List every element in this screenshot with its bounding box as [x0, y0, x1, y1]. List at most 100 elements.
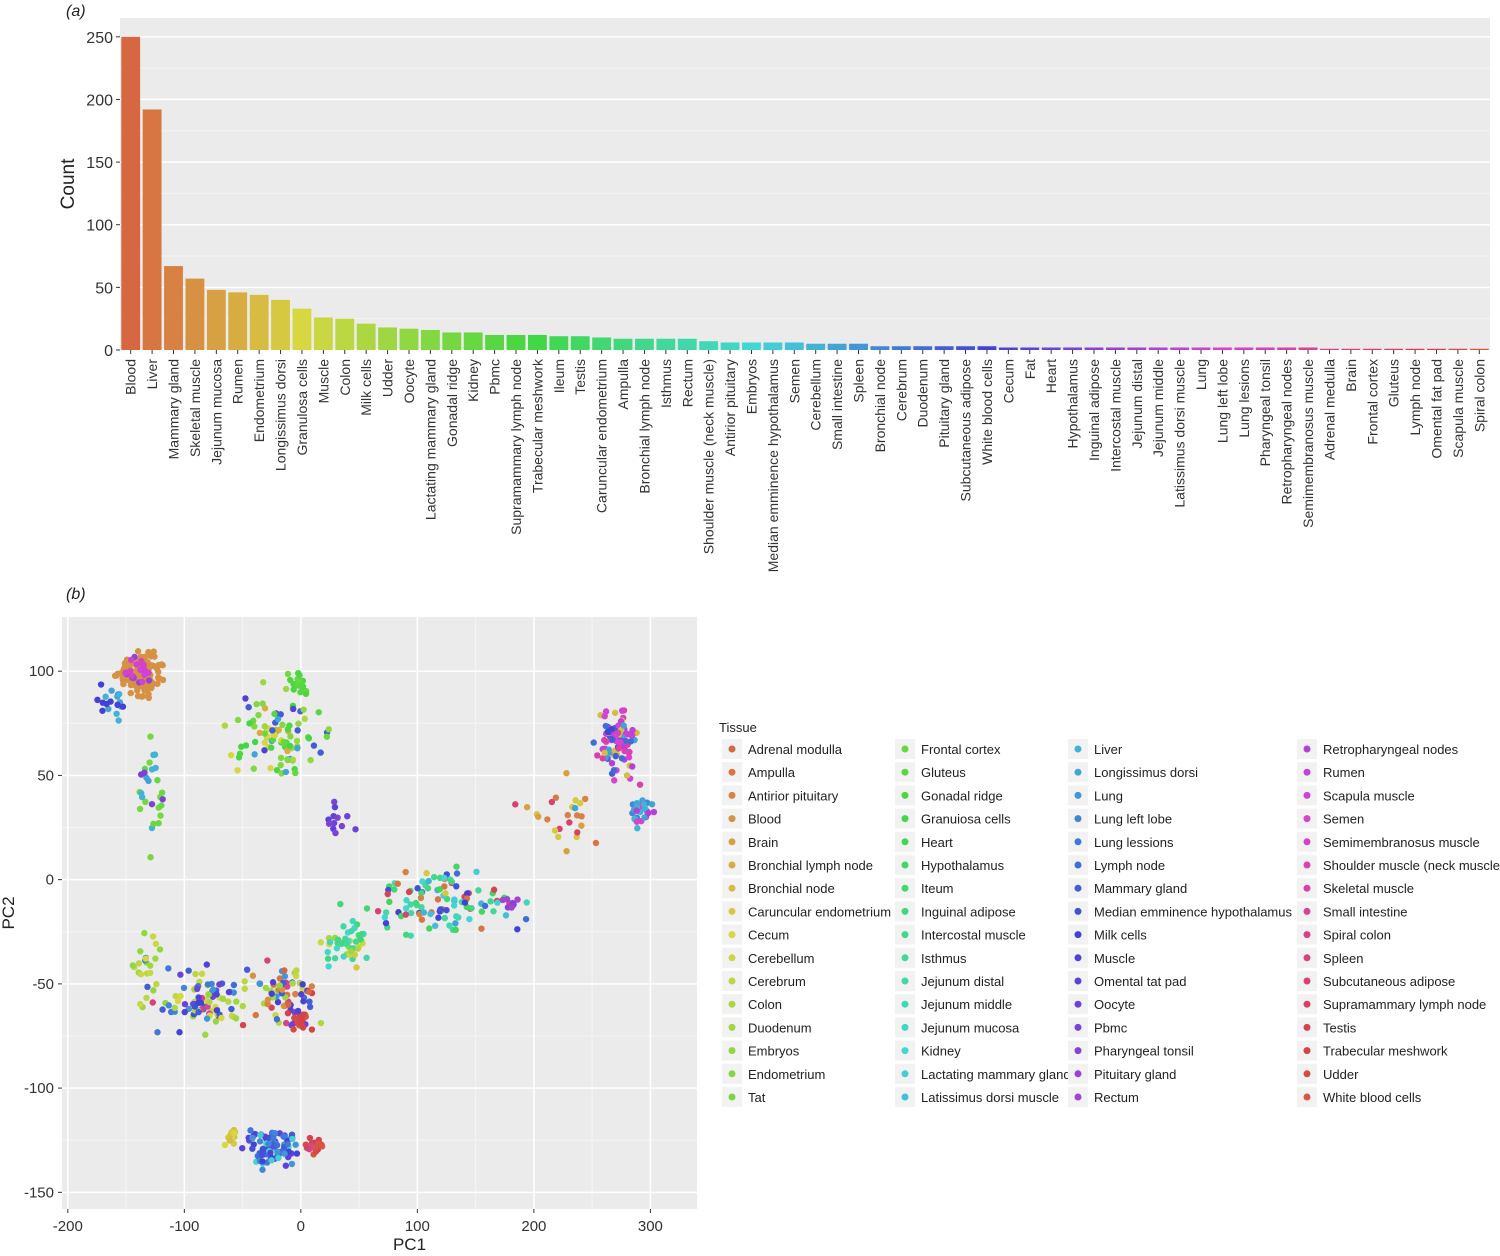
y-tick-label: 150 [86, 155, 113, 172]
scatter-point [284, 1141, 291, 1148]
x-tick-label: Shoulder muscle (neck muscle) [701, 359, 717, 554]
scatter-point [277, 711, 284, 718]
bar [313, 317, 333, 350]
bar [1020, 347, 1040, 350]
legend-label: Cecum [748, 928, 789, 943]
scatter-point [333, 945, 341, 952]
scatter-point [290, 1026, 297, 1033]
legend-label: Granuiosa cells [921, 812, 1011, 827]
scatter-point [219, 995, 227, 1003]
scatter-point [297, 682, 305, 689]
scatter-point [257, 1131, 264, 1139]
scatter-point [192, 970, 199, 978]
bar [356, 323, 376, 350]
scatter-point [578, 822, 585, 829]
scatter-point [453, 870, 461, 877]
bar [442, 332, 462, 350]
legend-item: Liver [1068, 739, 1123, 759]
scatter-point [274, 1148, 281, 1156]
scatter-point [284, 1010, 292, 1017]
scatter-point [502, 912, 510, 919]
legend-title: Tissue [719, 720, 757, 735]
scatter-point [382, 909, 390, 916]
scatter-point [298, 991, 305, 998]
scatter-point [563, 770, 570, 777]
scatter-point [259, 1158, 266, 1165]
x-tick-label: Latissimus dorsi muscle [1172, 359, 1188, 508]
bar [1041, 347, 1061, 350]
legend-marker [1074, 977, 1082, 985]
legend-label: Cerebrum [748, 974, 806, 989]
scatter-point [255, 711, 262, 719]
scatter-point [256, 980, 263, 987]
scatter-point [156, 675, 163, 682]
scatter-point [133, 661, 140, 668]
scatter-point [300, 1011, 307, 1018]
scatter-point [417, 894, 425, 902]
scatter-point [239, 1002, 246, 1010]
legend-item: Semimembranosus muscle [1297, 831, 1480, 852]
legend-marker [901, 907, 909, 915]
scatter-point [259, 1166, 266, 1173]
legend-label: Gluteus [921, 765, 966, 780]
legend-label: Liver [1094, 742, 1123, 757]
scatter-point [650, 808, 658, 816]
legend-item: Antirior pituitary [722, 785, 839, 806]
legend-label: Endometrium [748, 1067, 825, 1082]
x-tick-label: Cerebellum [808, 359, 824, 431]
x-tick-label: Rectum [679, 359, 695, 407]
scatter-point [337, 900, 344, 908]
scatter-point [405, 888, 413, 896]
scatter-point [282, 1162, 290, 1169]
legend-marker [901, 1093, 909, 1101]
legend-label: Inguinal adipose [921, 904, 1016, 919]
scatter-point [609, 736, 616, 743]
scatter-point [618, 707, 626, 714]
bar [1448, 348, 1468, 350]
scatter-point [601, 749, 608, 757]
legend-item: Milk cells [1068, 924, 1147, 945]
bar [1362, 348, 1382, 350]
legend-marker [1074, 768, 1082, 776]
scatter-point [571, 804, 579, 812]
scatter-point [285, 1001, 292, 1008]
legend-item: Skeletal muscle [1297, 878, 1414, 899]
scatter-point [296, 671, 303, 679]
scatter-point [282, 768, 290, 776]
scatter-point [611, 777, 618, 784]
scatter-point [284, 747, 291, 755]
scatter-point [284, 726, 292, 733]
legend-item: Brain [722, 831, 778, 852]
scatter-point [262, 984, 270, 992]
bar [977, 346, 997, 350]
scatter-point [147, 854, 154, 861]
bar [164, 266, 183, 350]
scatter-point [99, 699, 107, 706]
scatter-point [522, 915, 530, 923]
bar [1105, 347, 1125, 350]
bar [121, 36, 141, 351]
scatter-point [324, 955, 332, 962]
scatter-point [363, 905, 371, 912]
scatter-point [436, 886, 444, 893]
x-tick-label: Heart [1043, 359, 1059, 393]
legend-marker [1074, 907, 1082, 915]
legend-item: White blood cells [1297, 1087, 1422, 1107]
legend-label: Kidney [921, 1044, 961, 1059]
legend-marker [901, 1047, 909, 1055]
legend-label: Rectum [1094, 1090, 1139, 1105]
scatter-point [308, 983, 316, 990]
scatter-point [451, 896, 458, 903]
legend-item: Udder [1297, 1063, 1359, 1084]
legend-marker [1303, 907, 1311, 915]
scatter-point [172, 992, 179, 1000]
scatter-point [627, 738, 634, 745]
scatter-point [247, 1127, 254, 1134]
scatter-point [156, 946, 164, 953]
bar [1170, 347, 1190, 350]
scatter-point [292, 769, 299, 777]
legend-marker [728, 884, 736, 892]
scatter-point [251, 723, 258, 730]
scatter-point [394, 880, 402, 887]
scatter-point [136, 805, 144, 813]
